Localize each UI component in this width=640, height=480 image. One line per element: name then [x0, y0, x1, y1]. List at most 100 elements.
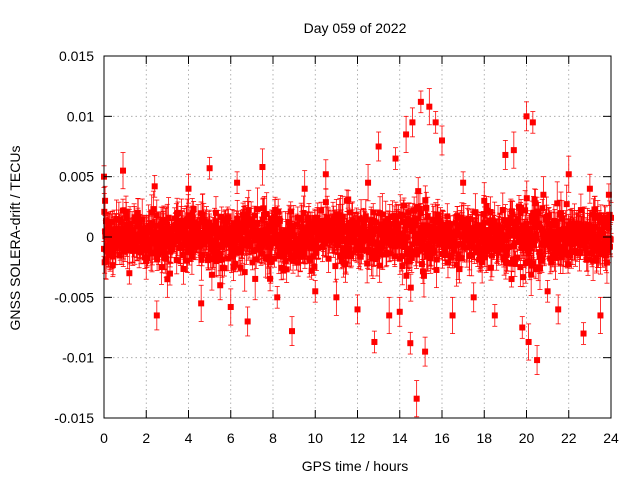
- data-point: [153, 229, 160, 236]
- data-point: [300, 209, 307, 216]
- data-point: [376, 262, 383, 269]
- data-point: [339, 213, 346, 220]
- data-point: [499, 206, 506, 213]
- data-point: [398, 253, 405, 260]
- data-point: [423, 204, 430, 211]
- data-point: [325, 255, 332, 262]
- data-point: [221, 265, 228, 272]
- data-point: [281, 246, 288, 253]
- data-point: [109, 248, 116, 255]
- data-point: [225, 255, 232, 262]
- data-point: [419, 236, 426, 243]
- data-point: [468, 252, 475, 259]
- data-point: [322, 199, 329, 206]
- data-point: [109, 218, 116, 225]
- data-point: [212, 209, 219, 216]
- data-point: [340, 223, 347, 230]
- data-point: [453, 228, 460, 235]
- data-point: [401, 202, 408, 209]
- data-point: [332, 263, 339, 270]
- data-point: [148, 229, 155, 236]
- data-point: [433, 256, 440, 263]
- data-point: [278, 229, 285, 236]
- data-point: [460, 243, 467, 250]
- data-point: [294, 214, 301, 221]
- data-point: [191, 244, 198, 251]
- data-point: [519, 222, 526, 229]
- data-point: [263, 211, 270, 218]
- data-point: [163, 255, 170, 262]
- data-point: [368, 217, 375, 224]
- data-point: [424, 213, 431, 220]
- data-point: [370, 209, 377, 216]
- data-point: [238, 244, 245, 251]
- data-point: [345, 249, 352, 256]
- data-point: [379, 251, 386, 258]
- data-point: [518, 204, 525, 211]
- data-point: [339, 218, 346, 225]
- data-point: [310, 253, 317, 260]
- data-point: [282, 257, 289, 264]
- data-point: [187, 237, 194, 244]
- data-point: [423, 253, 430, 260]
- data-point: [458, 255, 465, 262]
- data-point: [520, 274, 527, 281]
- data-point: [481, 219, 488, 226]
- data-point: [443, 235, 450, 242]
- data-point: [290, 257, 297, 264]
- data-point: [509, 211, 516, 218]
- data-point: [493, 248, 500, 255]
- data-point: [230, 264, 237, 271]
- data-point: [319, 217, 326, 224]
- data-point: [283, 266, 290, 273]
- data-point: [197, 242, 204, 249]
- data-point: [139, 216, 146, 223]
- data-point: [508, 276, 515, 283]
- data-point: [241, 269, 248, 276]
- data-point: [268, 258, 275, 265]
- data-point: [456, 266, 463, 273]
- data-point: [358, 247, 365, 254]
- data-point: [444, 259, 451, 266]
- data-point: [303, 243, 310, 250]
- data-point: [237, 264, 244, 271]
- data-point: [455, 251, 462, 258]
- data-point: [254, 206, 261, 213]
- data-point: [416, 205, 423, 212]
- data-point: [415, 188, 422, 195]
- data-point: [251, 212, 258, 219]
- data-point: [188, 253, 195, 260]
- data-point: [272, 206, 279, 213]
- data-point: [186, 243, 193, 250]
- data-point: [370, 240, 377, 247]
- data-point: [429, 217, 436, 224]
- data-point: [480, 211, 487, 218]
- data-point: [416, 247, 423, 254]
- data-point: [225, 214, 232, 221]
- data-point: [500, 244, 507, 251]
- data-point: [208, 239, 215, 246]
- data-point: [157, 221, 164, 228]
- data-point: [346, 245, 353, 252]
- data-point: [505, 232, 512, 239]
- data-point: [212, 238, 219, 245]
- data-point: [143, 254, 150, 261]
- data-point: [422, 197, 429, 204]
- data-point: [258, 227, 265, 234]
- data-point: [154, 255, 161, 262]
- data-point: [245, 207, 252, 214]
- data-point: [199, 251, 206, 258]
- data-point: [502, 218, 509, 225]
- data-point: [180, 265, 187, 272]
- data-point: [420, 222, 427, 229]
- data-point: [375, 227, 382, 234]
- data-point: [481, 254, 488, 261]
- data-point: [171, 238, 178, 245]
- data-point: [404, 215, 411, 222]
- data-point: [395, 221, 402, 228]
- data-point: [370, 254, 377, 261]
- data-point: [146, 246, 153, 253]
- data-point: [232, 249, 239, 256]
- data-point: [362, 213, 369, 220]
- data-point: [448, 253, 455, 260]
